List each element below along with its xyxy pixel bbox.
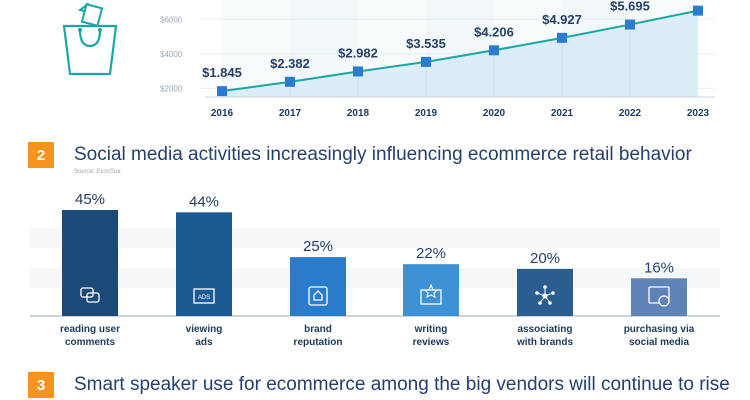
revenue-area-chart: $2000 $4000 $6000 $1.845 $2.382 $2.982 $3.535 $…: [160, 0, 715, 119]
x-tick-label: 2022: [619, 108, 642, 119]
data-label: $4.927: [542, 12, 582, 27]
network-icon-node: [543, 285, 547, 289]
section-title: Smart speaker use for ecommerce among th…: [74, 374, 730, 395]
ads-icon-glyph: ADS: [198, 295, 210, 301]
ads-icon: ADS: [193, 288, 215, 304]
network-icon-hub: [542, 293, 548, 299]
x-tick-label: 2017: [279, 108, 302, 119]
section-3-header: 3 Smart speaker use for ecommerce among …: [28, 371, 730, 399]
x-tick-label: comments: [65, 337, 115, 348]
bar: [176, 212, 232, 316]
x-tick-label: writing: [414, 324, 448, 335]
x-tick-label: with brands: [516, 337, 574, 348]
x-tick-label: ads: [195, 337, 213, 348]
data-point: [217, 86, 227, 97]
comments-icon-bubble: [86, 292, 100, 303]
social-media-bar-chart: 45% reading user comments 44% ADS viewing ads 2…: [30, 191, 720, 348]
data-point: [693, 5, 703, 16]
data-point: [489, 45, 499, 56]
x-tick-label: social media: [629, 337, 689, 348]
data-point: [285, 76, 295, 87]
network-icon-node: [535, 291, 539, 295]
grid-band: [30, 268, 720, 288]
source-note: Source: EconStor: [74, 169, 122, 175]
area-fill: [222, 10, 698, 97]
review-icon-card: [420, 289, 442, 305]
thumbs-up-icon: [308, 286, 328, 306]
data-point: [557, 32, 567, 43]
data-label: $2.982: [338, 45, 378, 60]
x-tick-label: brand: [304, 324, 332, 335]
data-label: 20%: [530, 250, 560, 267]
social-purchase-icon: [648, 286, 670, 307]
x-tick-label: 2018: [347, 108, 370, 119]
comments-icon: [80, 287, 100, 303]
data-label: $5.695: [610, 0, 650, 14]
data-label: 45%: [75, 191, 105, 208]
y-tick-label: $6000: [160, 15, 183, 24]
data-label: $2.382: [270, 56, 310, 71]
data-label: 44%: [189, 193, 219, 210]
x-tick-label: 2016: [211, 108, 234, 119]
data-point: [421, 56, 431, 67]
x-tick-label: purchasing via: [624, 324, 695, 335]
data-label: 16%: [644, 259, 674, 276]
chart-column-band: [222, 0, 290, 97]
social-purchase-icon-badge: [658, 295, 670, 307]
review-icon: [420, 283, 442, 305]
section-title: Social media activities increasingly inf…: [74, 144, 692, 165]
x-tick-label: 2023: [687, 108, 710, 119]
bar: [62, 210, 118, 316]
network-icon-node: [551, 291, 555, 295]
data-point: [625, 19, 635, 30]
network-icon-node: [538, 301, 542, 305]
review-icon-star: [423, 283, 439, 299]
ads-icon-frame: [193, 288, 215, 304]
section-number-badge: 2: [28, 142, 54, 168]
x-tick-label: reading user: [60, 324, 120, 335]
data-label: $3.535: [406, 36, 446, 51]
y-tick-label: $4000: [160, 50, 183, 59]
thumbs-up-icon-hand: [313, 290, 323, 301]
data-label: $4.206: [474, 24, 514, 39]
x-tick-label: 2020: [483, 108, 506, 119]
bar: [631, 278, 687, 316]
network-icon-node: [548, 301, 552, 305]
data-label: 22%: [416, 245, 446, 262]
network-icon: [535, 285, 555, 305]
grid-band: [30, 228, 720, 248]
x-tick-label: reviews: [413, 337, 450, 348]
data-label: 25%: [303, 238, 333, 255]
section-number-badge: 3: [28, 372, 54, 398]
shopping-bag-icon: [62, 2, 118, 76]
series-line: [221, 9, 699, 93]
section-2-header: 2 Social media activities increasingly i…: [28, 141, 692, 169]
x-tick-label: 2021: [551, 108, 574, 119]
x-tick-label: reputation: [294, 337, 343, 348]
x-tick-label: associating: [517, 324, 572, 335]
data-point: [353, 66, 363, 77]
data-label: $1.845: [202, 65, 242, 80]
thumbs-up-icon-frame: [308, 286, 328, 306]
x-tick-label: 2019: [415, 108, 438, 119]
x-tick-label: viewing: [186, 324, 223, 335]
y-tick-label: $2000: [160, 84, 183, 93]
